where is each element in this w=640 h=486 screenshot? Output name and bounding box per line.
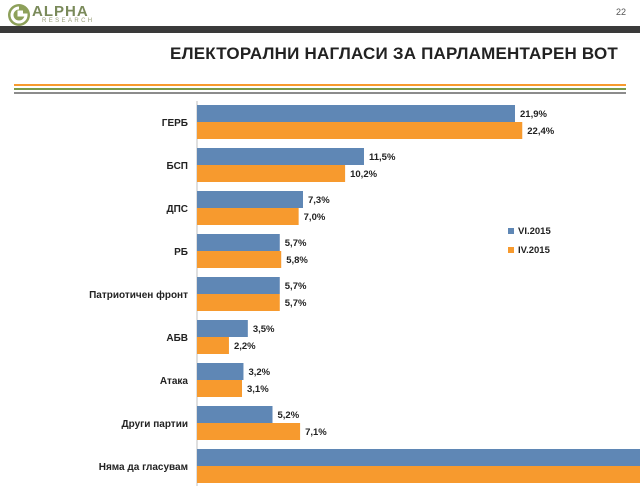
data-label: 5,7%	[285, 298, 307, 309]
legend-entry: VI.2015	[518, 226, 551, 237]
page-number: 22	[615, 7, 626, 17]
bar-vi-2015	[197, 191, 303, 208]
data-label: 10,2%	[350, 169, 377, 180]
bar-iv-2015	[197, 423, 301, 440]
bar-iv-2015	[197, 380, 243, 397]
data-label: 3,5%	[253, 324, 275, 335]
title-rule-green	[14, 88, 626, 90]
logo-text: ALPHA	[32, 3, 89, 20]
data-label: 5,8%	[286, 255, 308, 266]
bar-vi-2015	[197, 320, 248, 337]
category-label: ГЕРБ	[162, 118, 188, 129]
legend-entry: IV.2015	[518, 245, 551, 256]
bar-vi-2015	[197, 148, 364, 165]
category-label: БСП	[167, 161, 188, 172]
header-band	[0, 26, 640, 33]
legend-swatch	[508, 247, 514, 253]
title-rule-gray	[14, 92, 626, 94]
data-label: 5,7%	[285, 238, 307, 249]
data-label: 5,2%	[278, 410, 300, 421]
page-title: ЕЛЕКТОРАЛНИ НАГЛАСИ ЗА ПАРЛАМЕНТАРЕН ВОТ	[170, 44, 618, 63]
bar-vi-2015	[197, 105, 515, 122]
data-label: 3,2%	[248, 367, 270, 378]
category-label: ДПС	[166, 204, 188, 215]
logo-mark-icon	[8, 4, 30, 26]
bar-vi-2015	[197, 234, 280, 251]
data-label: 7,0%	[304, 212, 326, 223]
data-label: 3,1%	[247, 384, 269, 395]
bar-iv-2015	[197, 165, 346, 182]
data-label: 22,4%	[527, 126, 554, 137]
bar-iv-2015	[197, 466, 640, 483]
data-label: 5,7%	[285, 281, 307, 292]
title-rule-orange	[14, 84, 626, 86]
bar-iv-2015	[197, 251, 282, 268]
category-label: Атака	[160, 376, 189, 387]
bar-vi-2015	[197, 277, 280, 294]
data-label: 7,3%	[308, 195, 330, 206]
data-label: 2,2%	[234, 341, 256, 352]
bar-vi-2015	[197, 406, 273, 423]
logo-subtext: RESEARCH	[42, 18, 95, 24]
category-label: Патриотичен фронт	[89, 289, 188, 301]
category-label: Няма да гласувам	[99, 462, 188, 473]
data-label: 21,9%	[520, 109, 547, 120]
category-label: Други партии	[121, 419, 188, 430]
bar-vi-2015	[197, 363, 244, 380]
category-label: РБ	[174, 247, 188, 258]
legend-swatch	[508, 228, 514, 234]
category-label: АБВ	[166, 333, 188, 344]
data-label: 7,1%	[305, 427, 327, 438]
bar-iv-2015	[197, 208, 299, 225]
logo: ALPHA RESEARCH	[6, 2, 106, 28]
bar-vi-2015	[197, 449, 640, 466]
bar-iv-2015	[197, 337, 229, 354]
data-label: 11,5%	[369, 152, 396, 163]
bar-iv-2015	[197, 122, 523, 139]
bar-iv-2015	[197, 294, 280, 311]
